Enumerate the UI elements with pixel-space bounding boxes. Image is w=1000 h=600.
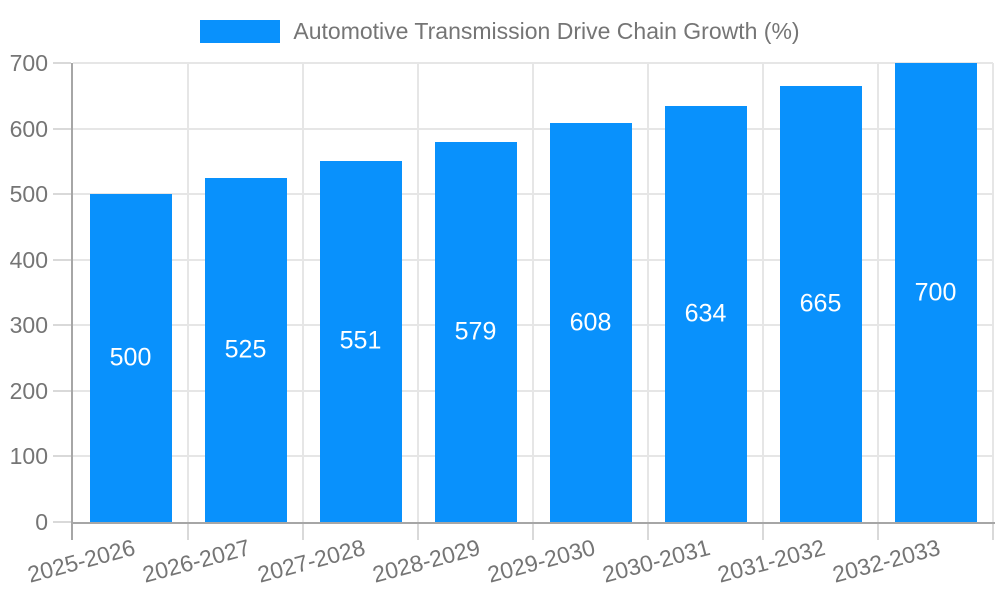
y-axis-tick-label: 700	[9, 50, 48, 76]
y-tick-200	[53, 389, 71, 392]
bar-value-label: 665	[799, 289, 842, 318]
x-tick-8	[992, 524, 994, 540]
bar-value-label: 551	[339, 326, 382, 355]
gridline-x-5	[647, 63, 649, 522]
x-axis-line	[71, 522, 995, 524]
bar-value-label: 525	[224, 335, 267, 364]
y-tick-300	[53, 324, 71, 327]
gridline-x-4	[532, 63, 534, 522]
bar-value-label: 700	[914, 278, 957, 306]
y-axis-tick-label: 300	[9, 312, 48, 339]
gridline-x-8	[992, 63, 994, 522]
x-axis-tick-label: 2032-2033	[829, 534, 943, 588]
bar-value-label: 634	[684, 299, 727, 328]
bar-2026-2027	[204, 177, 287, 522]
bar-value-label: 608	[569, 308, 612, 337]
x-tick-4	[532, 524, 534, 540]
y-axis-line	[71, 63, 73, 540]
bar-2031-2032	[779, 85, 862, 522]
x-axis-tick-label: 2030-2031	[599, 534, 713, 588]
y-axis-tick-label: 0	[35, 509, 48, 535]
y-tick-400	[53, 258, 71, 261]
y-axis-tick-label: 600	[9, 115, 48, 142]
bar-value-label: 500	[109, 343, 152, 372]
x-tick-1	[187, 524, 189, 540]
y-tick-0	[53, 521, 71, 523]
y-axis-tick-label: 100	[9, 443, 48, 470]
x-tick-6	[762, 524, 764, 540]
bar-value-label: 579	[454, 317, 497, 346]
x-tick-5	[647, 524, 649, 540]
legend-swatch	[200, 20, 281, 43]
y-axis-tick-label: 400	[9, 246, 48, 273]
x-axis-tick-label: 2028-2029	[369, 534, 483, 588]
x-tick-7	[877, 524, 879, 540]
x-axis-tick-label: 2025-2026	[24, 534, 138, 588]
x-axis-tick-label: 2031-2032	[714, 534, 828, 588]
bar-2032-2033	[894, 63, 977, 522]
y-axis-tick-label: 500	[9, 181, 48, 208]
y-tick-100	[53, 455, 71, 458]
bar-2029-2030	[549, 123, 632, 522]
y-tick-500	[53, 193, 71, 196]
gridline-x-3	[417, 63, 419, 522]
x-tick-3	[417, 524, 419, 540]
bar-2028-2029	[434, 142, 517, 522]
gridline-x-6	[762, 63, 764, 522]
bar-2030-2031	[664, 106, 747, 522]
bar-2027-2028	[319, 160, 402, 522]
gridline-x-7	[877, 63, 879, 522]
legend-label: Automotive Transmission Drive Chain Grow…	[293, 18, 800, 44]
plot-area: 0 100 200 300 400 500 600 700 500 2025-2026 525 202…	[10, 51, 995, 588]
x-axis-tick-label: 2027-2028	[254, 534, 368, 588]
bar-2025-2026	[89, 194, 172, 522]
gridline-x-1	[187, 63, 189, 522]
y-tick-700	[53, 62, 71, 64]
y-axis-tick-label: 200	[9, 377, 48, 404]
x-tick-2	[302, 524, 304, 540]
y-tick-600	[53, 127, 71, 130]
x-axis-tick-label: 2026-2027	[139, 534, 253, 588]
chart-legend: Automotive Transmission Drive Chain Grow…	[0, 18, 1000, 45]
x-axis-tick-label: 2029-2030	[484, 534, 598, 588]
gridline-x-2	[302, 63, 304, 522]
